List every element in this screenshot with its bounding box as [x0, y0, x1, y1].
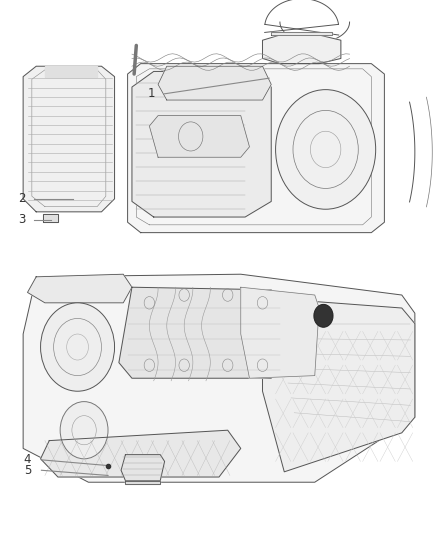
Text: 3: 3 — [18, 213, 26, 226]
Polygon shape — [262, 35, 341, 63]
Polygon shape — [23, 274, 415, 482]
Polygon shape — [121, 455, 165, 481]
Polygon shape — [125, 481, 160, 484]
Circle shape — [41, 303, 115, 391]
Polygon shape — [271, 33, 332, 35]
Circle shape — [314, 304, 333, 327]
Text: 4: 4 — [24, 454, 31, 466]
Polygon shape — [241, 287, 319, 378]
Polygon shape — [28, 274, 132, 303]
Text: 5: 5 — [24, 464, 31, 477]
Polygon shape — [158, 66, 271, 100]
Text: 1: 1 — [148, 87, 155, 100]
Circle shape — [276, 90, 376, 209]
Polygon shape — [41, 430, 241, 477]
Polygon shape — [149, 116, 250, 157]
Polygon shape — [262, 297, 415, 472]
Polygon shape — [127, 63, 385, 232]
Text: 2: 2 — [18, 192, 26, 205]
Polygon shape — [132, 71, 271, 217]
Polygon shape — [119, 287, 284, 378]
Polygon shape — [23, 66, 115, 212]
Circle shape — [60, 402, 108, 459]
Polygon shape — [43, 214, 58, 222]
Polygon shape — [45, 66, 97, 77]
